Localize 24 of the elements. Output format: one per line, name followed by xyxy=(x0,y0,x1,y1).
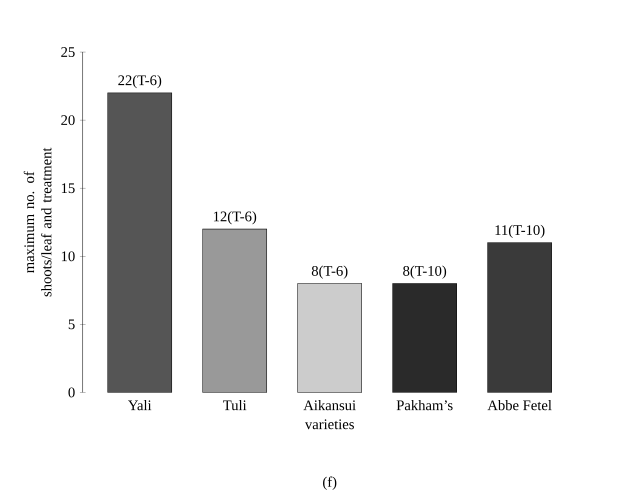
data-label: 8(T-6) xyxy=(312,266,348,280)
bar xyxy=(487,242,552,393)
x-axis-title: varieties xyxy=(304,420,354,430)
y-tick-label: 0 xyxy=(68,388,75,398)
bar xyxy=(107,92,172,393)
data-label: 22(T-6) xyxy=(118,75,162,88)
data-label: 11(T-10) xyxy=(495,224,544,238)
bar xyxy=(297,283,362,393)
y-tick-label: 5 xyxy=(68,320,75,330)
text: (f) xyxy=(323,476,336,490)
data-label: 8(T-10) xyxy=(403,266,446,280)
data-label: 12(T-6) xyxy=(214,211,256,225)
y-tick-label: 10 xyxy=(62,252,75,262)
y-tick-label: 20 xyxy=(61,115,75,126)
x-tick-label: Abbe Fetel xyxy=(487,400,552,410)
y-tick-label: 25 xyxy=(61,47,75,58)
x-tick-label: Pakham’s xyxy=(396,400,453,410)
y-axis-title: maximum no. of shoots/leaf and treatment xyxy=(24,148,52,297)
x-tick-label: Aikansui xyxy=(303,400,356,410)
y-tick-label: 15 xyxy=(62,184,75,194)
x-tick-label: Yali xyxy=(128,400,152,410)
bar xyxy=(202,229,268,393)
x-tick-label: Tuli xyxy=(223,400,246,410)
bar xyxy=(392,283,457,393)
